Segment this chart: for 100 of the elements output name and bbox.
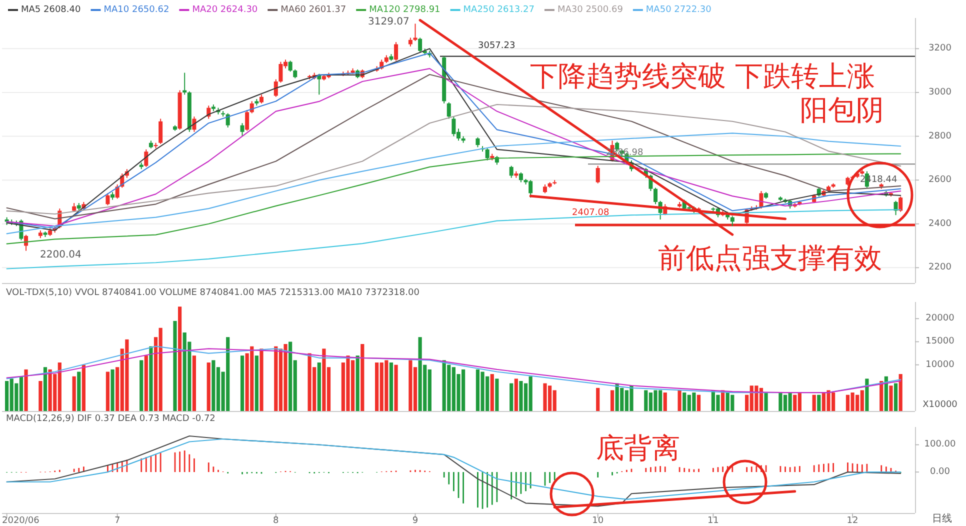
- candlestick: [144, 148, 148, 168]
- candlestick: [730, 216, 734, 227]
- candlestick: [518, 172, 523, 183]
- legend-label: MA50 2722.30: [646, 5, 712, 15]
- annotation: 3129.07: [368, 16, 410, 28]
- candlestick: [509, 165, 514, 178]
- x-tick-label: 11: [707, 516, 719, 526]
- bar: [254, 356, 258, 411]
- bar: [812, 394, 816, 411]
- y-tick-label: 3000: [928, 87, 952, 98]
- bar: [206, 362, 210, 411]
- y-tick-label: 3200: [928, 44, 952, 54]
- bar: [317, 362, 321, 411]
- candlestick: [274, 78, 278, 98]
- bar: [144, 356, 148, 411]
- x-tick-label: 12: [846, 516, 858, 526]
- bar: [678, 390, 682, 411]
- annotation: 2407.08: [572, 208, 610, 218]
- candlestick: [413, 23, 418, 42]
- x-tick-label: 9: [412, 516, 418, 526]
- candlestick: [288, 60, 292, 72]
- text: X10000: [922, 400, 958, 410]
- text: VOL-TDX(5,10) VVOL 8740841.00 VOLUME 8740841.00 MA5 7215313.00 MA10 7372318.00: [6, 288, 420, 298]
- y-tick-label: 20000: [926, 314, 955, 324]
- legend-label: MA250 2613.27: [463, 5, 534, 15]
- bar: [898, 374, 902, 411]
- annotation: 底背离: [596, 432, 680, 464]
- bar: [495, 378, 499, 411]
- bar: [178, 306, 182, 411]
- bar: [360, 344, 364, 411]
- bar: [77, 372, 81, 411]
- candlestick: [115, 184, 120, 200]
- candlestick: [245, 109, 250, 132]
- bar: [880, 380, 884, 411]
- bar: [696, 394, 701, 411]
- candlestick: [418, 37, 422, 52]
- bar: [490, 374, 494, 411]
- y-tick-label: 2200: [928, 262, 952, 273]
- bar: [865, 378, 869, 411]
- bar: [356, 356, 360, 411]
- candlestick: [476, 136, 480, 148]
- bar: [889, 386, 893, 411]
- bar: [510, 383, 514, 411]
- bar: [884, 376, 888, 411]
- text: 日线: [932, 512, 952, 524]
- legend-label: MA30 2500.69: [557, 5, 624, 15]
- bar: [389, 362, 394, 411]
- annotation: 下降趋势线突破 下跌转上涨: [530, 60, 875, 92]
- bar: [596, 388, 600, 411]
- candlestick: [182, 72, 187, 96]
- candlestick: [654, 187, 658, 205]
- candlestick: [596, 165, 600, 184]
- legend-label: MA60 2601.37: [280, 5, 346, 15]
- x-tick-label: 7: [114, 516, 120, 526]
- bar: [72, 376, 76, 411]
- bar: [106, 372, 110, 411]
- bar: [24, 369, 28, 411]
- x-tick-label: 2020/06: [2, 516, 40, 526]
- legend-label: MA5 2608.40: [21, 5, 81, 15]
- candlestick: [106, 192, 110, 206]
- x-tick-label: 10: [592, 516, 604, 526]
- text: MACD(12,26,9) DIF 0.37 DEA 0.73 MACD -0.72: [6, 414, 216, 424]
- bar: [663, 392, 667, 411]
- bar: [394, 364, 398, 411]
- candlestick: [446, 102, 451, 120]
- bar: [110, 369, 114, 411]
- legend-label: MA120 2798.91: [369, 5, 440, 15]
- bar: [38, 380, 42, 411]
- candlestick: [158, 118, 163, 144]
- y-tick-label: 2800: [928, 131, 952, 142]
- bar: [514, 378, 518, 411]
- y-tick-label: 10000: [926, 360, 955, 370]
- candlestick: [394, 42, 398, 62]
- candlestick: [898, 196, 903, 212]
- y-tick-label: 15000: [926, 336, 955, 347]
- y-tick-label: 0.00: [930, 467, 950, 478]
- bar: [140, 360, 144, 411]
- annotation: 阳包阴: [800, 94, 884, 126]
- bar: [610, 390, 614, 411]
- legend-label: MA20 2624.30: [192, 5, 258, 15]
- y-tick-label: 2400: [928, 218, 952, 229]
- annotation: 前低点强支撑有效: [658, 242, 882, 274]
- legend-label: MA10 2650.62: [104, 5, 170, 15]
- bar: [149, 346, 153, 411]
- bar: [764, 392, 768, 411]
- bar: [240, 356, 244, 411]
- y-tick-label: 2600: [928, 175, 952, 186]
- bar: [43, 367, 48, 411]
- bar: [192, 356, 196, 411]
- candlestick: [240, 122, 244, 137]
- bar: [82, 364, 86, 411]
- line-series: [6, 132, 902, 234]
- candlestick: [485, 148, 490, 161]
- x-tick-label: 8: [273, 516, 280, 526]
- annotation: 2200.04: [40, 250, 82, 260]
- bar: [894, 383, 898, 411]
- bar: [173, 320, 177, 411]
- bar: [817, 394, 821, 411]
- bar: [260, 348, 264, 411]
- candlestick: [226, 112, 230, 128]
